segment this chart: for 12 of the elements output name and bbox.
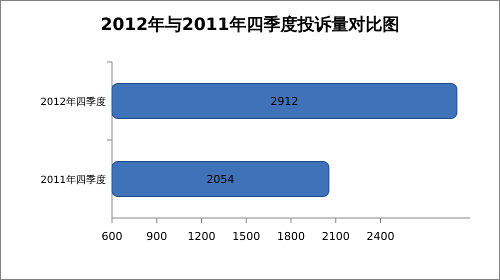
x-tick-label: 2100 <box>322 230 350 243</box>
data-label: 2912 <box>270 95 298 108</box>
x-tick-label: 600 <box>102 230 122 243</box>
y-tick-label: 2012年四季度 <box>40 96 106 108</box>
x-tick-label: 1200 <box>188 230 216 243</box>
x-tick-label: 1800 <box>277 230 305 243</box>
x-tick-label: 900 <box>146 230 168 243</box>
y-tick-label: 2011年四季度 <box>40 174 106 186</box>
x-tick-label: 2400 <box>366 230 394 243</box>
data-label: 2054 <box>206 173 234 186</box>
x-tick-label: 1500 <box>232 230 260 243</box>
chart-title: 2012年与2011年四季度投诉量对比图 <box>100 15 400 35</box>
